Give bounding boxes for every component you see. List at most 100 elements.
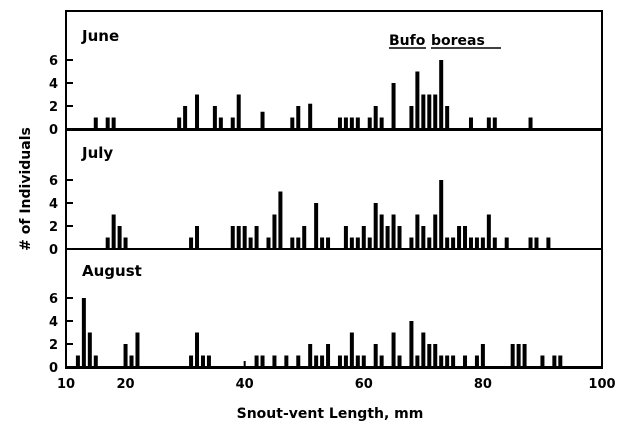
histogram-bar <box>343 355 348 367</box>
histogram-bar <box>349 117 354 129</box>
histogram-bar <box>427 344 432 367</box>
histogram-bar <box>409 106 414 129</box>
histogram-bar <box>421 94 426 129</box>
histogram-bar <box>415 214 420 249</box>
histogram-bar <box>290 117 295 129</box>
histogram-bar <box>391 214 396 249</box>
histogram-bar <box>379 117 384 129</box>
histogram-bar <box>230 117 235 129</box>
histogram-bar <box>427 237 432 249</box>
histogram-bar <box>349 332 354 367</box>
histogram-bar <box>522 344 527 367</box>
histogram-bar <box>278 191 283 249</box>
histogram-bar <box>195 94 200 129</box>
histogram-bar <box>528 237 533 249</box>
histogram-bar <box>337 117 342 129</box>
histogram-bar <box>206 355 211 367</box>
histogram-bar <box>445 106 450 129</box>
histogram-bar <box>272 214 277 249</box>
histogram-bar <box>254 226 259 249</box>
histogram-bar <box>415 355 420 367</box>
y-tick-label: 6 <box>49 292 58 307</box>
histogram-bar <box>93 355 98 367</box>
histogram-bar <box>528 117 533 129</box>
histogram-bar <box>421 226 426 249</box>
histogram-bar <box>361 226 366 249</box>
histogram-bar <box>439 60 444 129</box>
histogram-bar <box>451 237 456 249</box>
histogram-bar <box>433 214 438 249</box>
histogram-bar <box>343 117 348 129</box>
histogram-bar <box>200 355 205 367</box>
histogram-bar <box>183 106 188 129</box>
histogram-bar <box>468 237 473 249</box>
y-tick-label: 2 <box>49 338 58 353</box>
species-annotation-epithet: boreas <box>431 33 485 49</box>
histogram-bar <box>93 117 98 129</box>
histogram-bar <box>314 355 319 367</box>
histogram-bar <box>296 355 301 367</box>
histogram-bar <box>558 355 563 367</box>
histogram-bar <box>355 355 360 367</box>
histogram-bar <box>314 203 319 249</box>
histogram-bar <box>457 226 462 249</box>
histogram-bar <box>111 117 116 129</box>
histogram-bar <box>546 237 551 249</box>
y-tick-label: 4 <box>49 77 58 92</box>
histogram-bar <box>373 203 378 249</box>
histogram-bar <box>308 103 313 129</box>
panel-title-august: August <box>82 262 142 280</box>
histogram-bar <box>195 332 200 367</box>
histogram-bar <box>492 237 497 249</box>
x-axis-title: Snout-vent Length, mm <box>237 406 424 422</box>
histogram-bar <box>337 355 342 367</box>
histogram-bar <box>272 355 277 367</box>
histogram-bar <box>284 355 289 367</box>
histogram-bar <box>540 355 545 367</box>
y-tick-label: 0 <box>49 243 58 258</box>
histogram-bar <box>290 237 295 249</box>
species-annotation-genus: Bufo <box>389 33 426 49</box>
histogram-bar <box>451 355 456 367</box>
x-tick-label: 40 <box>236 377 254 392</box>
histogram-bar <box>504 237 509 249</box>
plot-frame <box>65 10 603 369</box>
histogram-bar <box>367 237 372 249</box>
histogram-bar <box>296 237 301 249</box>
histogram-bar <box>212 106 217 129</box>
histogram-bar <box>189 237 194 249</box>
histogram-bar <box>474 355 479 367</box>
histogram-bar <box>391 83 396 129</box>
panel-title-june: June <box>81 27 119 45</box>
histogram-bar <box>397 355 402 367</box>
histogram-bar <box>397 226 402 249</box>
histogram-bar <box>326 237 331 249</box>
histogram-bar <box>177 117 182 129</box>
histogram-bar <box>218 117 223 129</box>
x-tick-label: 80 <box>474 377 492 392</box>
histogram-bar <box>123 344 128 367</box>
histogram-bar <box>260 355 265 367</box>
histogram-bar <box>474 237 479 249</box>
histogram-bar <box>373 344 378 367</box>
histogram-bar <box>486 117 491 129</box>
histogram-bar <box>195 226 200 249</box>
histogram-bar <box>367 117 372 129</box>
histogram-bar <box>445 355 450 367</box>
y-tick-label: 4 <box>49 197 58 212</box>
histogram-bar <box>391 332 396 367</box>
y-tick-label: 0 <box>49 361 58 376</box>
histogram-bar <box>468 117 473 129</box>
histogram-bar <box>439 355 444 367</box>
histogram-bar <box>135 332 140 367</box>
histogram-bar <box>379 355 384 367</box>
panel-title-july: July <box>81 144 113 162</box>
histogram-bar <box>129 355 134 367</box>
x-tick-label: 60 <box>355 377 373 392</box>
y-tick-label: 2 <box>49 100 58 115</box>
histogram-bar <box>552 355 557 367</box>
histogram-bar <box>236 94 241 129</box>
histogram-bar <box>81 298 86 367</box>
histogram-bar <box>349 237 354 249</box>
histogram-bar <box>320 355 325 367</box>
